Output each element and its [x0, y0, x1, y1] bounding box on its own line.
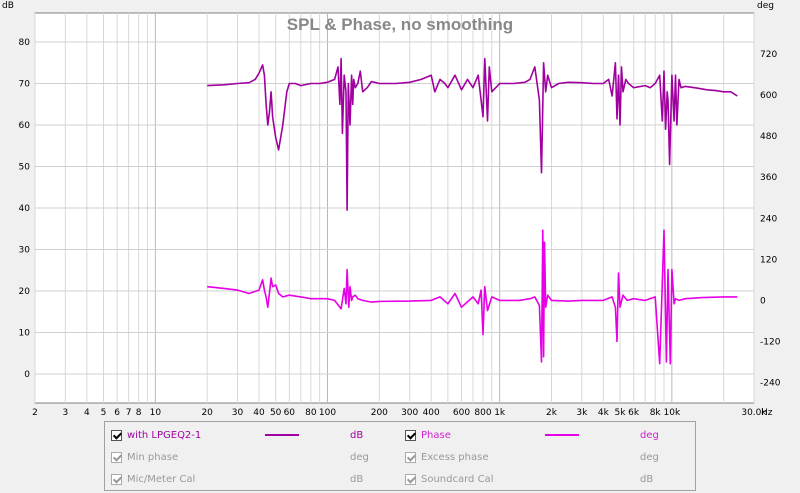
- x-tick-label: 1k: [494, 408, 506, 418]
- y2-tick-label: 240: [760, 214, 777, 224]
- y-tick-label: 10: [19, 328, 31, 338]
- x-tick-label: 10: [150, 408, 162, 418]
- legend-label: Min phase: [127, 451, 179, 463]
- legend-label: Excess phase: [421, 451, 489, 463]
- axes-labels: 2 3 4 5 6 7 8 10 20 30 40 50 60 80 100 200 300 400 600 800 1…: [19, 38, 781, 418]
- y-tick-label: 0: [24, 370, 30, 380]
- legend-checkbox[interactable]: [405, 429, 416, 441]
- y-tick-label: 70: [19, 80, 31, 90]
- y-tick-label: 50: [19, 163, 31, 173]
- phase-series-line: [207, 229, 738, 365]
- legend-label: Mic/Meter Cal: [127, 473, 196, 485]
- legend-unit: dB: [640, 473, 654, 485]
- legend-unit: deg: [640, 429, 659, 441]
- x-tick-label: 800: [474, 408, 491, 418]
- y2-tick-label: 720: [760, 50, 777, 60]
- y-tick-label: 20: [19, 287, 31, 297]
- legend-unit: dB: [350, 429, 364, 441]
- y2-tick-label: 480: [760, 132, 777, 142]
- spl-phase-chart[interactable]: 2 3 4 5 6 7 8 10 20 30 40 50 60 80 100 200 300 400 600 800 1…: [0, 0, 800, 420]
- y2-tick-label: 360: [760, 173, 777, 183]
- legend-row: with LPGEQ2-1 dB Phase deg: [105, 424, 695, 446]
- x-axis-unit-label: Hz: [761, 408, 773, 418]
- x-tick-label: 300: [401, 408, 418, 418]
- x-tick-label: 30.0k: [741, 408, 767, 418]
- y-tick-label: 80: [19, 38, 31, 48]
- legend-item-soundcard-cal[interactable]: Soundcard Cal: [405, 468, 493, 490]
- series-layer: [207, 57, 738, 365]
- x-tick-label: 6: [114, 408, 120, 418]
- legend-checkbox[interactable]: [111, 451, 122, 463]
- x-tick-label: 8k: [650, 408, 662, 418]
- legend-item-with-lpgeq2-1[interactable]: with LPGEQ2-1: [111, 424, 201, 446]
- x-tick-label: 400: [423, 408, 440, 418]
- x-tick-label: 200: [371, 408, 388, 418]
- legend-swatch: [265, 434, 299, 436]
- y2-tick-label: 600: [760, 91, 777, 101]
- x-tick-label: 3: [62, 408, 68, 418]
- legend-checkbox[interactable]: [111, 473, 122, 485]
- spl-series-line: [207, 57, 738, 211]
- x-tick-label: 2: [32, 408, 38, 418]
- y-tick-label: 40: [19, 204, 31, 214]
- chart-title: SPL & Phase, no smoothing: [287, 15, 513, 34]
- x-tick-label: 2k: [546, 408, 558, 418]
- legend-swatch: [545, 434, 579, 436]
- x-tick-label: 5: [101, 408, 107, 418]
- x-tick-label: 60: [284, 408, 296, 418]
- y2-tick-label: -240: [760, 378, 781, 388]
- x-tick-label: 4k: [598, 408, 610, 418]
- x-tick-label: 6k: [628, 408, 640, 418]
- x-tick-label: 4: [84, 408, 90, 418]
- y-tick-label: 60: [19, 121, 31, 131]
- legend-unit: deg: [640, 451, 659, 463]
- legend-label: with LPGEQ2-1: [127, 429, 202, 441]
- x-tick-label: 10k: [664, 408, 681, 418]
- x-tick-label: 100: [319, 408, 336, 418]
- legend-label: Soundcard Cal: [421, 473, 494, 485]
- legend-item-excess-phase[interactable]: Excess phase: [405, 446, 489, 468]
- y2-tick-label: -120: [760, 337, 781, 347]
- x-tick-label: 3k: [576, 408, 588, 418]
- x-tick-label: 50: [270, 408, 282, 418]
- y2-axis-unit-label: deg: [757, 1, 774, 11]
- x-tick-label: 600: [453, 408, 470, 418]
- y-axis-unit-label: dB: [2, 1, 14, 11]
- x-tick-label: 7: [126, 408, 132, 418]
- grid-lines: [34, 13, 755, 403]
- y2-tick-label: 0: [760, 296, 766, 306]
- legend-row: Min phase deg Excess phase deg: [105, 446, 695, 468]
- legend-row: Mic/Meter Cal dB Soundcard Cal dB: [105, 468, 695, 490]
- x-tick-label: 20: [201, 408, 213, 418]
- legend-item-phase[interactable]: Phase: [405, 424, 451, 446]
- x-tick-label: 5k: [615, 408, 627, 418]
- legend-checkbox[interactable]: [405, 473, 416, 485]
- y2-tick-label: 120: [760, 255, 777, 265]
- legend-item-mic-meter-cal[interactable]: Mic/Meter Cal: [111, 468, 195, 490]
- legend-label: Phase: [421, 429, 451, 441]
- legend-panel: with LPGEQ2-1 dB Phase deg Min phase deg Exces…: [104, 421, 696, 491]
- x-tick-label: 8: [136, 408, 142, 418]
- legend-item-min-phase[interactable]: Min phase: [111, 446, 178, 468]
- legend-checkbox[interactable]: [405, 451, 416, 463]
- x-tick-label: 80: [305, 408, 317, 418]
- x-tick-label: 40: [253, 408, 265, 418]
- y-tick-label: 30: [19, 245, 31, 255]
- legend-unit: dB: [350, 473, 364, 485]
- x-tick-label: 30: [232, 408, 244, 418]
- legend-checkbox[interactable]: [111, 429, 122, 441]
- legend-unit: deg: [350, 451, 369, 463]
